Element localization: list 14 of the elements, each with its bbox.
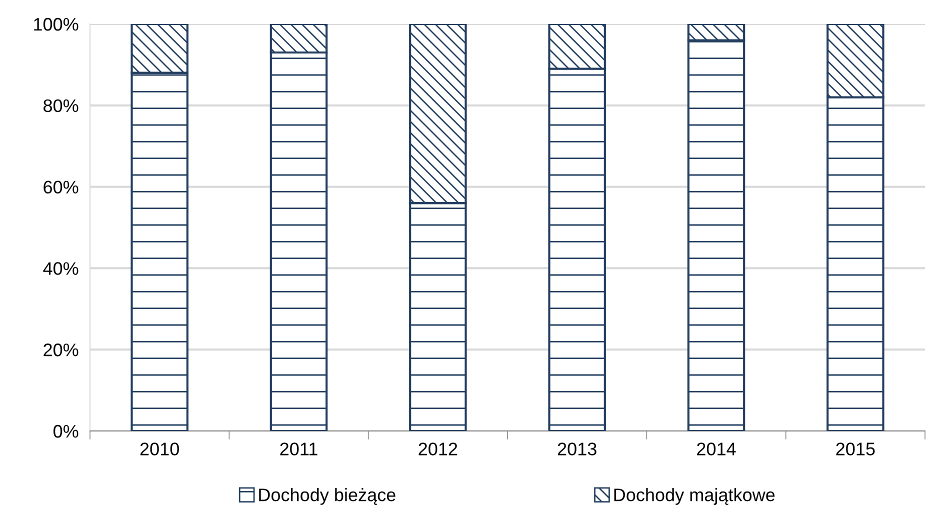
x-tick-label: 2012 [418,442,458,456]
y-tick-label: 100% [34,18,78,31]
y-tick-label: 60% [44,180,78,194]
x-tick-label: 2010 [140,442,179,456]
legend-label: Dochody bieżące [259,488,396,505]
y-tick-label: 20% [44,344,78,356]
legend-label: Dochody majątkowe [614,488,775,505]
y-tick-label: 40% [43,262,78,275]
x-tick-label: 2014 [697,442,736,456]
y-tick-label: 0% [54,424,78,438]
x-tick-label: 2011 [280,442,318,456]
x-tick-label: 2013 [558,442,596,456]
y-tick-label: 80% [44,99,78,112]
x-tick-label: 2015 [836,442,875,456]
